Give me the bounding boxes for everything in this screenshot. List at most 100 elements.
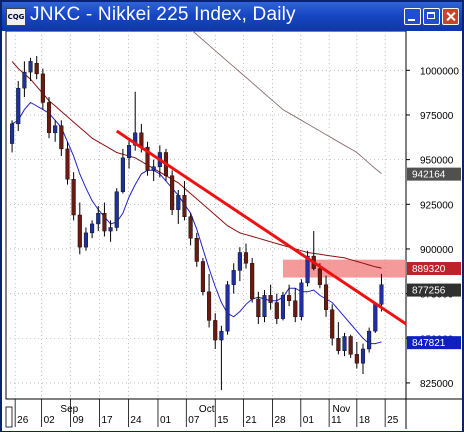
chart-app-icon[interactable]: CQG: [6, 8, 26, 26]
x-day-label: 18: [359, 415, 371, 426]
candle-body: [336, 338, 341, 351]
candle-body: [194, 238, 199, 262]
y-tick-label: 975000: [420, 111, 454, 122]
candle-body: [22, 71, 27, 89]
moving-average-short: [11, 101, 382, 345]
candle-body: [53, 125, 58, 134]
candle-body: [367, 330, 372, 350]
y-tick-label: 900000: [420, 245, 454, 256]
candle-body: [317, 268, 322, 285]
candle-body: [354, 354, 359, 364]
x-day-label: 24: [130, 415, 142, 426]
candle-body: [243, 252, 249, 264]
candle-body: [176, 195, 181, 210]
candle-body: [133, 132, 138, 146]
candle-body: [237, 252, 242, 271]
candle-body: [46, 102, 52, 134]
y-tick-label: 925000: [420, 200, 454, 211]
candle-body: [145, 146, 150, 171]
candle-body: [90, 223, 95, 234]
x-day-label: 09: [73, 415, 85, 426]
candle-body: [360, 348, 366, 364]
trendline: [115, 129, 407, 326]
x-day-label: 15: [217, 415, 229, 426]
x-day-label: 26: [17, 415, 29, 426]
value-label: 847821: [412, 338, 446, 349]
candle-body: [200, 261, 205, 293]
candle-body: [231, 270, 236, 285]
candle-body: [330, 309, 335, 339]
title-bar[interactable]: CQG JNKC - Nikkei 225 Index, Daily: [2, 2, 462, 31]
candle-body: [182, 195, 187, 217]
value-label-box: [407, 336, 461, 350]
y-tick-label: 1000000: [420, 66, 459, 77]
candle-body: [114, 191, 119, 228]
candle-body: [83, 232, 88, 248]
candle-body: [348, 336, 353, 355]
candle-body: [102, 213, 107, 232]
candle-body: [268, 295, 273, 303]
candle-body: [108, 227, 113, 232]
candle-body: [250, 263, 255, 300]
candle-body: [342, 336, 347, 351]
candle-body: [16, 87, 21, 125]
value-label: 942164: [412, 170, 446, 181]
x-day-label: 25: [387, 415, 399, 426]
window-title: JNKC - Nikkei 225 Index, Daily: [30, 4, 296, 25]
candle-body: [71, 179, 76, 216]
candle-body: [287, 295, 292, 301]
scroll-handle: [5, 406, 13, 428]
maximize-button[interactable]: [423, 8, 440, 25]
candle-body: [207, 291, 212, 321]
candle-body: [305, 255, 310, 284]
candle-body: [256, 298, 261, 318]
candle-body: [373, 304, 378, 332]
x-month-label: Sep: [60, 404, 78, 415]
value-label: 889320: [412, 264, 446, 275]
close-button[interactable]: [442, 8, 459, 25]
candle-body: [379, 284, 384, 305]
candle-body: [170, 175, 175, 210]
x-day-label: 02: [44, 415, 56, 426]
candle-body: [280, 295, 286, 319]
value-label-box: [407, 283, 461, 297]
candle-body: [96, 213, 101, 225]
minimize-button[interactable]: [404, 8, 421, 25]
candle-body: [40, 73, 45, 103]
y-tick-label: 950000: [420, 156, 454, 167]
candle-body: [65, 148, 70, 180]
candle-body: [262, 295, 267, 318]
candle-body: [213, 320, 218, 341]
value-label-box: [407, 167, 461, 181]
chart-area[interactable]: 8250008500008750009000009250009500009750…: [2, 31, 462, 431]
candle-body: [34, 62, 39, 75]
value-label: 877256: [412, 286, 446, 297]
x-month-label: Oct: [199, 404, 215, 415]
candle-body: [77, 214, 82, 248]
x-month-label: Nov: [333, 404, 351, 415]
candle-body: [59, 125, 64, 150]
x-day-label: 28: [274, 415, 286, 426]
price-chart[interactable]: 8250008500008750009000009250009500009750…: [2, 31, 462, 431]
candle-body: [293, 300, 298, 318]
candle-body: [225, 284, 230, 332]
candle-body: [120, 157, 125, 192]
candle-body: [151, 166, 156, 171]
x-day-label: 17: [101, 415, 113, 426]
candle-body: [10, 123, 15, 144]
candle-body: [126, 145, 132, 159]
value-label-box: [407, 262, 461, 276]
x-day-label: 21: [246, 415, 258, 426]
x-day-label: 07: [188, 415, 200, 426]
candle-body: [274, 302, 279, 319]
x-day-label: 11: [331, 415, 342, 426]
candle-body: [299, 282, 304, 318]
candle-body: [188, 216, 193, 239]
candle-body: [219, 330, 224, 341]
moving-average-mid: [11, 61, 382, 269]
y-tick-label: 825000: [420, 379, 454, 390]
candle-body: [28, 61, 33, 73]
moving-average-long: [191, 31, 382, 174]
x-day-label: 01: [303, 415, 315, 426]
